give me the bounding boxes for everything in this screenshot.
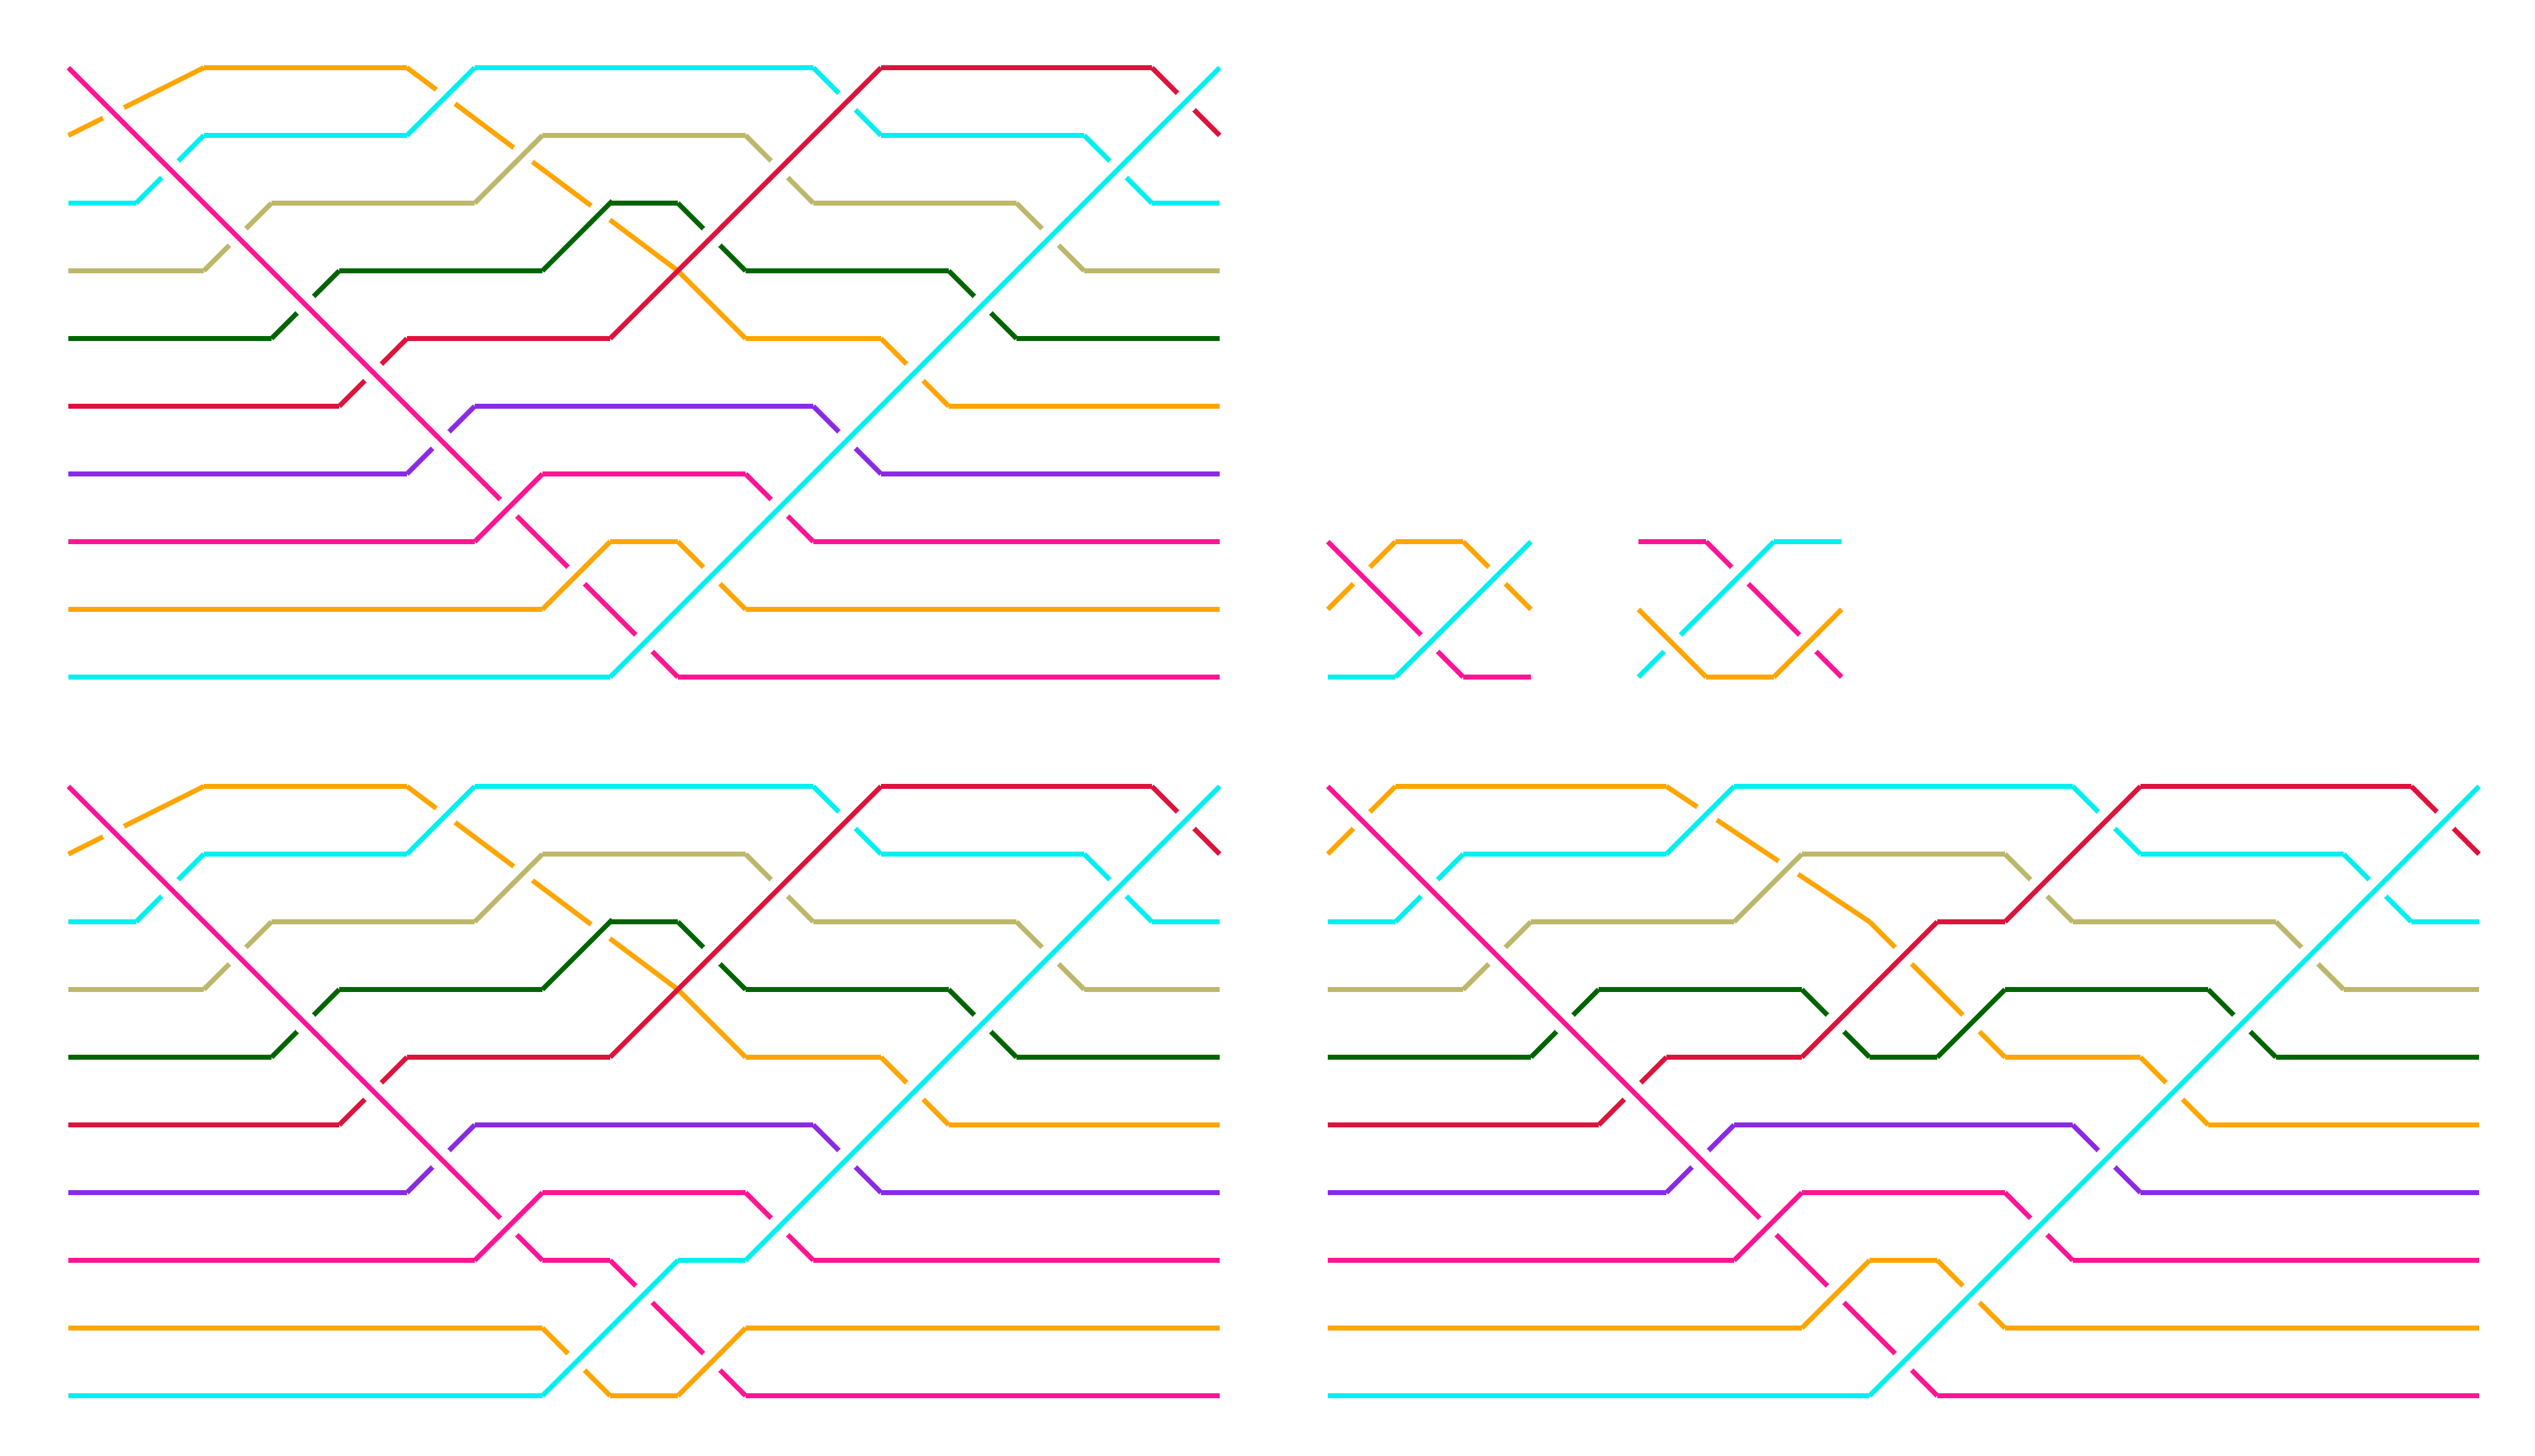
- strand-cyan-over-crossing: [2093, 1145, 2121, 1173]
- strand-cyan-over-crossing: [2228, 1009, 2256, 1037]
- strand-cyan-over-crossing: [432, 801, 460, 829]
- strand-cyan-over-crossing: [432, 83, 460, 111]
- strand-orange-segment: [676, 269, 747, 340]
- strand-crimson-over-crossing: [698, 223, 726, 251]
- crossing-left: [1326, 539, 1533, 680]
- strand-cyan-over-crossing: [901, 1077, 929, 1105]
- strand-cyan-over-crossing: [765, 494, 793, 522]
- strand-pink-over-crossing: [156, 155, 184, 183]
- strand-darkgreen-over-crossing: [587, 917, 614, 945]
- strand-cyan-over-crossing: [2296, 942, 2324, 970]
- strand-pink-over-crossing: [1348, 806, 1376, 834]
- strand-crimson-over-crossing: [2025, 874, 2053, 902]
- strand-cyan-segment: [1637, 540, 1776, 679]
- strand-crimson-segment: [2003, 785, 2142, 924]
- strand-cyan-over-crossing: [1104, 874, 1132, 902]
- strand-pink-over-crossing: [1551, 1009, 1579, 1037]
- strand-cyan-segment: [1394, 540, 1533, 679]
- strand-pink-over-crossing: [427, 426, 455, 454]
- strand-pink-segment: [1326, 540, 1465, 679]
- strand-cyan-over-crossing: [1172, 88, 1200, 116]
- strand-khaki-over-crossing: [1774, 853, 1802, 881]
- strand-orange-segment: [67, 65, 205, 138]
- strand-cyan-over-crossing: [765, 1213, 793, 1240]
- strand-orange-segment: [67, 784, 205, 857]
- strand-pink-over-crossing: [99, 817, 127, 845]
- strand-pink-over-crossing: [224, 942, 252, 970]
- strand-cyan-over-crossing: [2160, 1077, 2188, 1105]
- strand-orange-over-crossing: [1658, 629, 1686, 657]
- strand-cyan-over-crossing: [1036, 942, 1064, 970]
- strand-pink-over-crossing: [427, 1145, 455, 1173]
- strand-crimson-over-crossing: [833, 806, 861, 834]
- braid-bottom-left: [66, 784, 1222, 1398]
- strand-pink-over-crossing: [359, 1077, 387, 1105]
- strand-darkgreen-over-crossing: [587, 199, 614, 227]
- strand-cyan-over-crossing: [833, 426, 861, 454]
- strand-pink-segment: [608, 1258, 747, 1398]
- strand-orange-segment: [676, 988, 747, 1059]
- strand-pink-over-crossing: [1754, 1213, 1782, 1240]
- strand-cyan-over-crossing: [562, 1348, 590, 1376]
- strand-orange-over-crossing: [562, 562, 590, 589]
- strand-pink-over-crossing: [1483, 942, 1511, 970]
- strand-pink-over-crossing: [99, 99, 127, 127]
- strand-cyan-over-crossing: [1036, 223, 1064, 251]
- strand-cyan-over-crossing: [2431, 806, 2459, 834]
- strand-cyan-over-crossing: [2025, 1213, 2053, 1240]
- strand-crimson-over-crossing: [1822, 1009, 1850, 1037]
- strand-cyan-over-crossing: [1889, 1348, 1917, 1376]
- strand-crimson-over-crossing: [1889, 942, 1917, 970]
- strand-cyan-over-crossing: [630, 629, 658, 657]
- strand-pink-over-crossing: [495, 494, 523, 522]
- strand-crimson-over-crossing: [2093, 806, 2121, 834]
- strand-pink-over-crossing: [291, 291, 319, 319]
- crossing-right: [1637, 539, 1843, 680]
- strand-darkgreen-over-crossing: [1957, 1009, 1985, 1037]
- strand-orange-over-crossing: [698, 1348, 726, 1376]
- strand-cyan-over-crossing: [833, 1145, 861, 1173]
- strand-pink-over-crossing: [1415, 874, 1443, 902]
- strand-crimson-over-crossing: [765, 874, 793, 902]
- strand-cyan-over-crossing: [969, 1009, 997, 1037]
- strand-pink-over-crossing: [1619, 1077, 1647, 1105]
- strand-cyan-over-crossing: [1957, 1280, 1985, 1308]
- strand-cyan-over-crossing: [630, 1280, 658, 1308]
- strand-cyan-over-crossing: [1104, 155, 1132, 183]
- strand-cyan-over-crossing: [901, 358, 929, 386]
- strand-cyan-over-crossing: [2364, 874, 2391, 902]
- strand-pink-segment: [1704, 540, 1843, 679]
- strand-cyan-over-crossing: [1172, 806, 1200, 834]
- strand-pink-over-crossing: [1686, 1145, 1714, 1173]
- strand-cyan-over-crossing: [1693, 799, 1721, 827]
- strand-pink-over-crossing: [156, 874, 184, 902]
- strand-khaki-over-crossing: [509, 860, 537, 888]
- strand-khaki-over-crossing: [509, 141, 537, 169]
- strand-pink-over-crossing: [291, 1009, 319, 1037]
- strand-cyan-over-crossing: [1415, 629, 1443, 657]
- strand-crimson-over-crossing: [765, 155, 793, 183]
- strand-orange-over-crossing: [1822, 1280, 1850, 1308]
- strand-cyan-over-crossing: [1483, 562, 1511, 589]
- strand-crimson-segment: [1800, 920, 1939, 1059]
- strand-pink-over-crossing: [495, 1213, 523, 1240]
- strand-cyan-segment: [541, 1258, 680, 1398]
- strand-crimson-over-crossing: [833, 88, 861, 116]
- strand-pink-over-crossing: [1348, 562, 1376, 589]
- strand-orange-over-crossing: [1794, 629, 1822, 657]
- braid-bottom-right: [1326, 784, 2481, 1398]
- strand-pink-over-crossing: [359, 358, 387, 386]
- braid-top-left: [66, 65, 1222, 680]
- strand-pink-over-crossing: [224, 223, 252, 251]
- strand-crimson-over-crossing: [698, 942, 726, 970]
- strand-cyan-over-crossing: [969, 291, 997, 319]
- strand-cyan-over-crossing: [1726, 562, 1754, 589]
- strand-cyan-over-crossing: [698, 562, 726, 589]
